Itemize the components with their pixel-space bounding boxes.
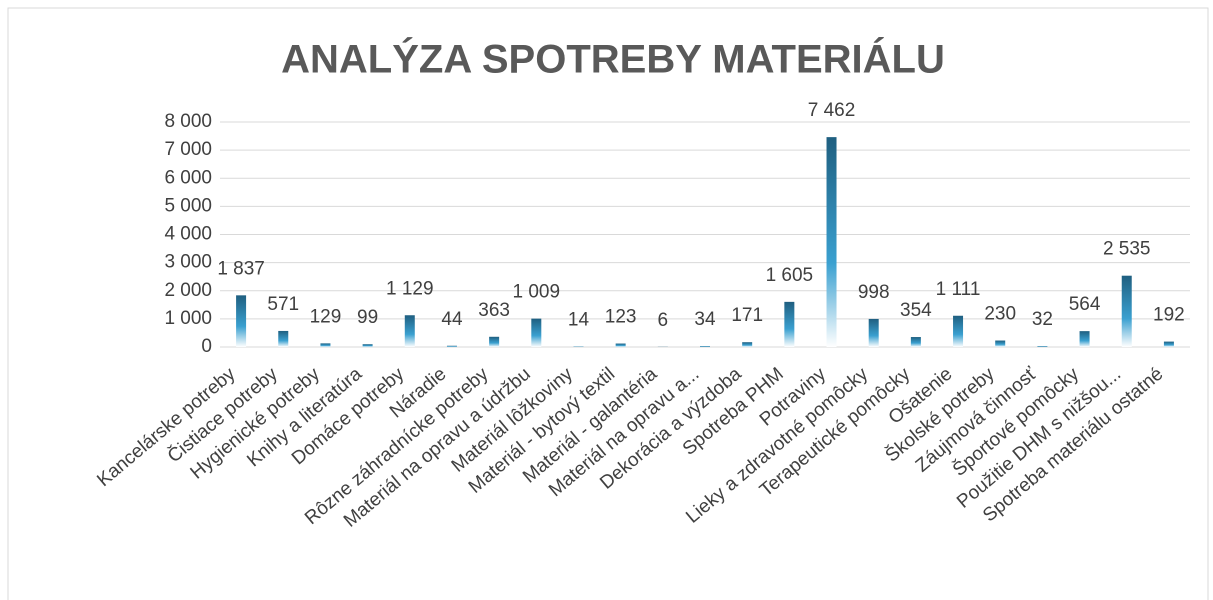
bar [910, 337, 921, 347]
bar [826, 137, 837, 347]
y-tick-label: 5 000 [164, 195, 212, 216]
bar [953, 315, 964, 347]
bar [278, 330, 289, 347]
data-label: 99 [357, 307, 378, 328]
y-tick-label: 7 000 [164, 139, 212, 160]
bar [1163, 341, 1174, 347]
bar [1121, 275, 1132, 347]
data-label: 34 [694, 309, 716, 330]
bar [446, 345, 457, 347]
data-label: 998 [858, 282, 890, 303]
data-label: 32 [1032, 309, 1053, 330]
y-tick-label: 6 000 [164, 167, 212, 188]
data-label: 1 009 [513, 282, 561, 303]
data-label: 1 111 [936, 279, 981, 300]
data-label: 1 129 [386, 278, 434, 299]
data-label: 354 [900, 300, 932, 321]
data-label: 192 [1153, 305, 1185, 326]
y-tick-label: 4 000 [164, 224, 212, 245]
data-label: 123 [605, 307, 637, 328]
bar [995, 340, 1006, 347]
bar [1037, 346, 1048, 347]
bar [489, 336, 500, 347]
bar [362, 344, 373, 347]
chart-title: ANALÝZA SPOTREBY MATERIÁLU [281, 36, 945, 82]
y-tick-label: 8 000 [164, 111, 212, 132]
data-label: 44 [441, 309, 463, 330]
bar [700, 346, 710, 347]
y-tick-label: 2 000 [164, 280, 212, 301]
chart-border [7, 7, 1209, 600]
data-label: 2 535 [1103, 239, 1151, 260]
bar [404, 315, 415, 347]
bar [236, 295, 247, 347]
bar [742, 342, 753, 347]
data-label: 564 [1069, 294, 1101, 315]
data-label: 129 [310, 306, 342, 327]
data-label: 14 [568, 310, 590, 331]
bar [868, 318, 879, 347]
data-label: 6 [658, 310, 669, 331]
bar [784, 301, 795, 347]
y-tick-label: 1 000 [164, 308, 212, 329]
data-label: 7 462 [808, 100, 856, 121]
data-label: 230 [984, 304, 1016, 325]
bar [615, 343, 626, 347]
data-label: 1 837 [217, 258, 265, 279]
y-tick-label: 3 000 [164, 252, 212, 273]
data-label: 1 605 [766, 265, 814, 286]
data-label: 363 [478, 300, 510, 321]
bar [531, 318, 542, 347]
data-label: 571 [267, 294, 299, 315]
y-tick-label: 0 [201, 336, 212, 357]
data-label: 171 [731, 305, 763, 326]
bar [1079, 331, 1090, 347]
bar [320, 343, 331, 347]
